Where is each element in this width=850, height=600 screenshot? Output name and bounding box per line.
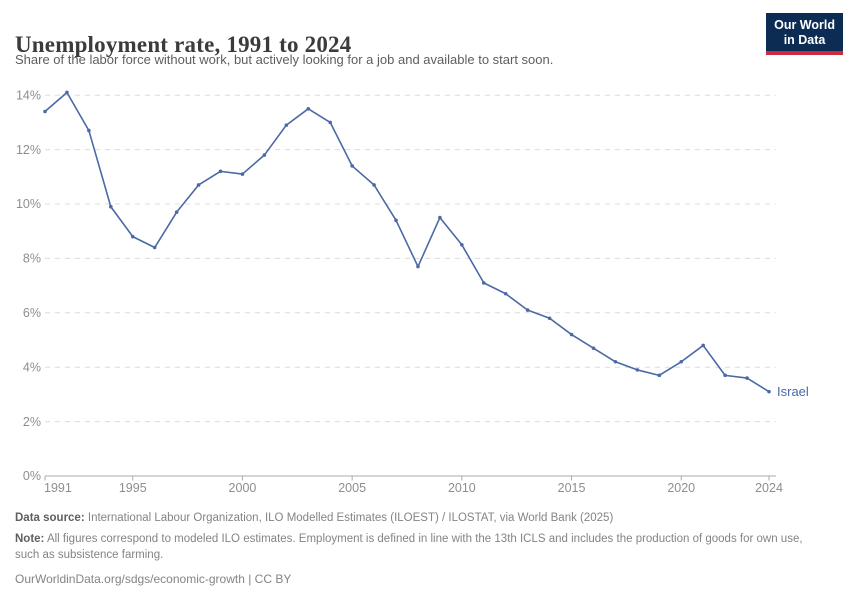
x-tick-label: 2024	[755, 481, 783, 495]
x-tick-label: 1991	[44, 481, 72, 495]
owid-logo-line1: Our World	[774, 18, 835, 32]
data-point	[394, 218, 398, 223]
data-point	[130, 234, 135, 239]
data-point	[174, 210, 179, 214]
license-link[interactable]: CC BY	[254, 572, 292, 587]
data-point	[262, 153, 267, 157]
data-point	[569, 332, 574, 337]
x-tick-label: 2005	[338, 481, 366, 495]
data-point	[701, 343, 705, 348]
chart-footer: Data source: International Labour Organi…	[15, 510, 815, 592]
y-tick-label: 14%	[16, 88, 41, 102]
data-source-text: International Labour Organization, ILO M…	[87, 512, 614, 524]
x-tick-label: 1995	[119, 481, 147, 495]
data-point	[218, 169, 223, 174]
data-point	[547, 316, 552, 321]
data-point	[591, 346, 596, 350]
data-point	[43, 109, 47, 114]
note-text: All figures correspond to modeled ILO es…	[15, 532, 803, 562]
x-tick-label: 2015	[558, 481, 586, 495]
data-point	[679, 359, 684, 364]
data-point	[525, 308, 530, 312]
data-point	[767, 389, 771, 394]
data-point	[87, 128, 91, 133]
y-tick-label: 4%	[23, 360, 41, 374]
data-point	[416, 264, 420, 269]
data-point	[481, 281, 486, 285]
series-line-israel	[44, 91, 770, 393]
data-point	[657, 373, 662, 378]
data-point	[372, 183, 376, 187]
data-point	[635, 368, 640, 372]
data-point	[196, 183, 201, 187]
note-row: Note: All figures correspond to modeled …	[15, 531, 815, 564]
data-point	[503, 291, 508, 296]
y-tick-label: 6%	[23, 306, 41, 320]
data-point	[723, 373, 727, 378]
data-source-label: Data source:	[15, 512, 85, 524]
owid-logo-line2: in Data	[783, 33, 826, 47]
data-point	[284, 123, 289, 127]
page-title: Unemployment rate, 1991 to 2024	[15, 32, 352, 58]
data-point	[460, 243, 464, 247]
data-point	[240, 172, 245, 176]
note-label: Note:	[15, 532, 45, 545]
data-point	[65, 90, 69, 95]
x-tick-label: 2020	[667, 481, 695, 495]
data-point	[328, 120, 333, 125]
y-tick-label: 2%	[23, 415, 41, 429]
citation-row: OurWorldinData.org/sdgs/economic-growth …	[15, 571, 815, 588]
data-point	[613, 359, 618, 364]
data-point	[350, 164, 354, 168]
data-point	[109, 204, 113, 209]
y-tick-label: 8%	[23, 252, 41, 266]
y-tick-label: 12%	[16, 143, 41, 157]
y-tick-label: 0%	[23, 469, 41, 483]
y-tick-label: 10%	[16, 197, 41, 211]
data-source-row: Data source: International Labour Organi…	[15, 510, 815, 527]
citation-separator: |	[244, 572, 255, 587]
chart-subtitle: Share of the labor force without work, b…	[15, 52, 554, 67]
data-point	[438, 215, 442, 220]
citation-link[interactable]: OurWorldinData.org/sdgs/economic-growth	[15, 572, 245, 587]
data-point	[745, 376, 749, 380]
data-point	[306, 107, 311, 111]
x-tick-label: 2010	[448, 481, 476, 495]
series-end-label: Israel	[777, 384, 809, 399]
owid-logo[interactable]: Our World in Data	[766, 13, 843, 55]
data-point	[152, 245, 157, 250]
x-tick-label: 2000	[229, 481, 257, 495]
